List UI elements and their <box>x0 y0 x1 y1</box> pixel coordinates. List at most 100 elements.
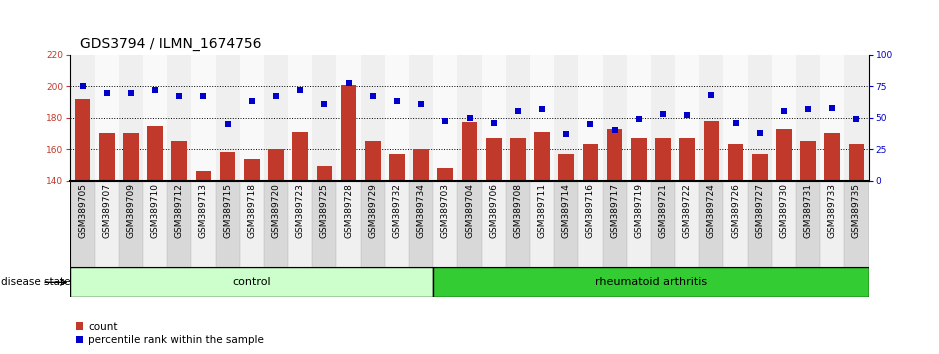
Point <box>220 121 235 127</box>
Bar <box>143 55 167 181</box>
Bar <box>582 144 598 181</box>
Bar <box>192 55 216 181</box>
Bar <box>288 55 313 181</box>
Bar <box>167 181 192 267</box>
Text: GSM389731: GSM389731 <box>804 183 812 238</box>
Text: GSM389726: GSM389726 <box>731 183 740 238</box>
Text: GSM389716: GSM389716 <box>586 183 595 238</box>
Point <box>196 93 211 99</box>
Text: GSM389733: GSM389733 <box>828 183 837 238</box>
Point <box>390 98 405 104</box>
Text: GSM389711: GSM389711 <box>537 183 546 238</box>
Point <box>728 120 743 126</box>
Bar <box>675 181 700 267</box>
Text: GDS3794 / ILMN_1674756: GDS3794 / ILMN_1674756 <box>80 37 261 51</box>
Text: GSM389724: GSM389724 <box>707 183 716 238</box>
Text: GSM389710: GSM389710 <box>150 183 160 238</box>
Point <box>75 84 90 89</box>
Bar <box>772 181 796 267</box>
Point <box>849 116 864 122</box>
Bar <box>457 181 482 267</box>
Bar <box>651 55 675 181</box>
Bar <box>264 181 288 267</box>
Bar <box>752 154 767 181</box>
Point <box>147 87 162 93</box>
Bar <box>438 168 454 181</box>
Point <box>777 109 792 114</box>
Bar <box>554 181 578 267</box>
Bar <box>723 55 747 181</box>
Bar <box>772 55 796 181</box>
Point <box>486 120 501 126</box>
Bar <box>433 267 869 297</box>
Bar <box>433 181 457 267</box>
Text: GSM389719: GSM389719 <box>635 183 643 238</box>
Bar <box>313 181 336 267</box>
Bar <box>389 154 405 181</box>
Text: GSM389732: GSM389732 <box>393 183 402 238</box>
Point <box>655 111 670 117</box>
Bar <box>559 154 574 181</box>
Bar <box>679 138 695 181</box>
Bar <box>269 149 284 181</box>
Bar <box>844 55 869 181</box>
Point <box>244 98 259 104</box>
Text: GSM389730: GSM389730 <box>779 183 789 238</box>
Point <box>583 121 598 127</box>
Bar <box>239 181 264 267</box>
Bar <box>510 138 526 181</box>
Point <box>100 90 115 96</box>
Text: GSM389734: GSM389734 <box>417 183 425 238</box>
Bar <box>123 133 139 181</box>
Bar <box>796 55 820 181</box>
Bar <box>119 181 143 267</box>
Bar <box>728 144 744 181</box>
Text: GSM389703: GSM389703 <box>440 183 450 238</box>
Bar <box>99 133 115 181</box>
Text: GSM389727: GSM389727 <box>755 183 764 238</box>
Bar <box>336 55 361 181</box>
Bar <box>119 55 143 181</box>
Bar <box>409 181 433 267</box>
Bar <box>844 181 869 267</box>
Bar <box>288 181 313 267</box>
Bar <box>409 55 433 181</box>
Point <box>293 87 308 93</box>
Point <box>608 127 623 133</box>
Bar <box>341 85 357 181</box>
Bar <box>796 181 820 267</box>
Point <box>365 93 380 99</box>
Point <box>631 116 646 122</box>
Bar <box>216 55 239 181</box>
Bar <box>700 181 723 267</box>
Text: GSM389735: GSM389735 <box>852 183 861 238</box>
Bar <box>167 55 192 181</box>
Bar <box>506 55 530 181</box>
Text: GSM389707: GSM389707 <box>102 183 111 238</box>
Point <box>680 112 695 118</box>
Bar <box>70 55 95 181</box>
Bar <box>365 141 380 181</box>
Bar <box>433 55 457 181</box>
Bar <box>482 55 506 181</box>
Bar <box>75 99 90 181</box>
Text: GSM389712: GSM389712 <box>175 183 184 238</box>
Bar <box>747 55 772 181</box>
Bar <box>530 55 554 181</box>
Text: GSM389713: GSM389713 <box>199 183 208 238</box>
Bar <box>220 152 236 181</box>
Bar <box>385 55 409 181</box>
Bar <box>192 181 216 267</box>
Bar <box>607 129 623 181</box>
Point <box>123 90 138 96</box>
Text: GSM389709: GSM389709 <box>127 183 135 238</box>
Bar <box>655 138 670 181</box>
Point <box>413 101 428 107</box>
Point <box>801 106 816 112</box>
Bar <box>820 55 844 181</box>
Text: GSM389706: GSM389706 <box>489 183 499 238</box>
Bar <box>824 133 840 181</box>
Bar <box>700 55 723 181</box>
Text: GSM389718: GSM389718 <box>247 183 256 238</box>
Text: disease state: disease state <box>1 277 70 287</box>
